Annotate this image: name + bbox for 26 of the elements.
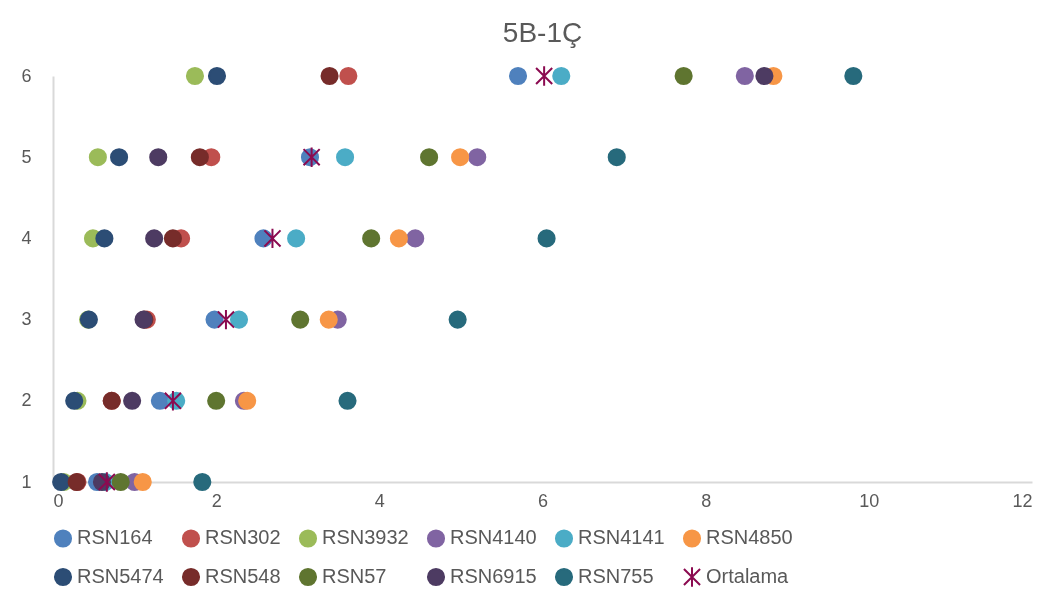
legend-label: RSN4850 [706, 526, 793, 549]
y-tick-label: 1 [21, 471, 32, 492]
y-tick-label: 3 [21, 309, 32, 330]
legend-label: RSN755 [578, 565, 654, 587]
x-tick-label: 12 [1012, 490, 1033, 511]
x-tick-label: 4 [374, 490, 385, 511]
legend-label: RSN302 [205, 526, 281, 549]
legend-label: RSN4141 [578, 526, 665, 549]
legend-label: RSN57 [322, 565, 387, 587]
legend-label: RSN5474 [77, 565, 164, 587]
x-tick-label: 10 [859, 490, 880, 511]
legend-label: RSN4140 [450, 526, 537, 549]
x-tick-label: 0 [53, 490, 64, 511]
x-tick-label: 8 [701, 490, 712, 511]
y-tick-label: 6 [21, 65, 32, 86]
legend-label: RSN548 [205, 565, 281, 587]
x-tick-label: 6 [537, 490, 549, 511]
y-tick-label: 2 [21, 390, 32, 411]
legend-label: RSN3932 [322, 526, 409, 549]
legend-label: RSN6915 [450, 565, 537, 587]
x-tick-label: 2 [211, 490, 222, 511]
chart-title: 5B-1Ç [502, 17, 583, 49]
legend-label: RSN164 [77, 526, 153, 549]
y-tick-label: 5 [21, 146, 32, 167]
legend-label: Ortalama [706, 565, 790, 587]
y-tick-label: 4 [21, 227, 32, 248]
